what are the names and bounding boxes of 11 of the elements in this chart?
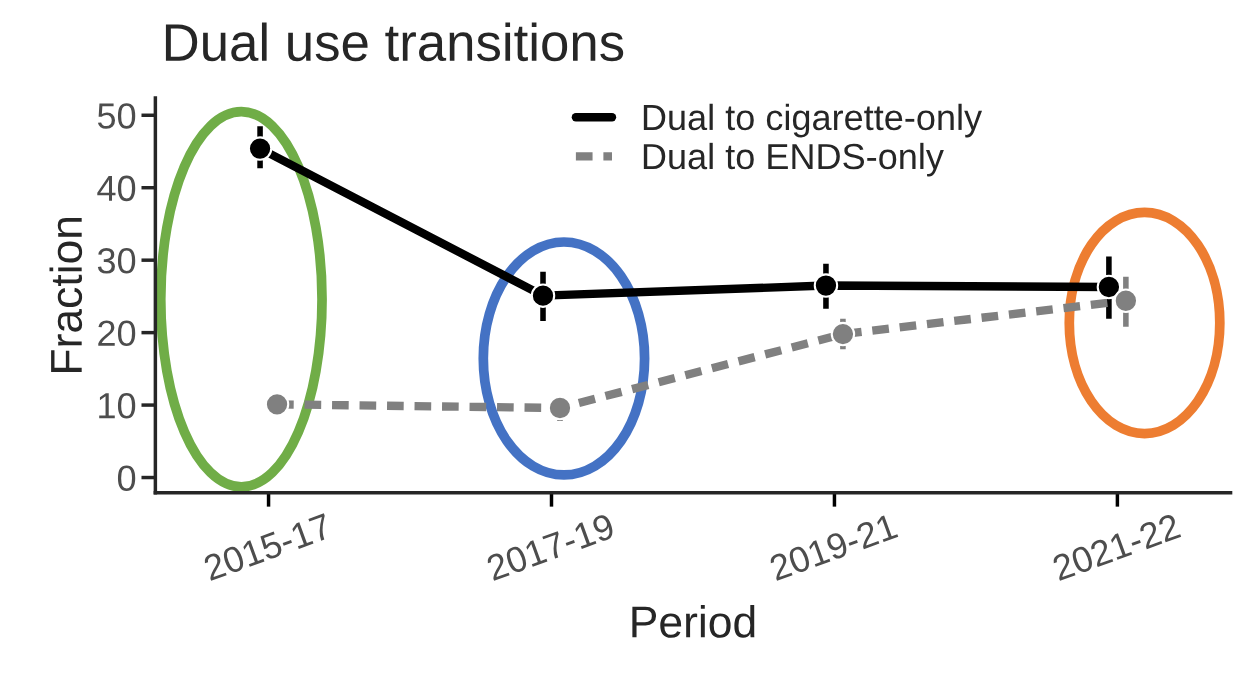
y-tick-label: 30: [97, 248, 136, 274]
chart-title: Dual use transitions: [165, 22, 624, 62]
legend-label: Dual to ENDS-only: [643, 142, 944, 177]
y-axis-title: Fraction: [49, 217, 83, 372]
y-tick-label: 10: [99, 392, 136, 419]
y-tick-label: 40: [97, 175, 136, 202]
legend-label: Dual to cigarette-only: [643, 103, 983, 138]
y-tick-label: 50: [97, 103, 136, 129]
y-tick-label: 20: [98, 320, 136, 347]
x-axis-title: Period: [632, 605, 755, 638]
y-tick-label: 0: [117, 465, 136, 491]
